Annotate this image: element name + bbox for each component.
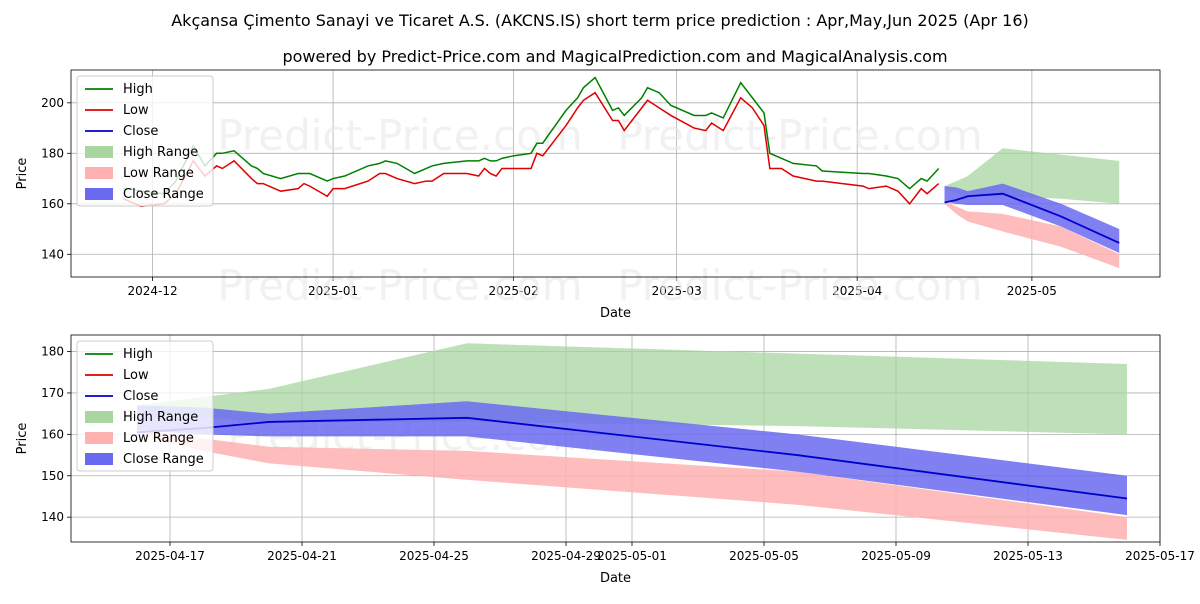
watermark: Predict-Price.com bbox=[217, 261, 582, 310]
low-range-band bbox=[137, 430, 1127, 540]
x-tick-label: 2025-05-13 bbox=[993, 549, 1063, 563]
x-tick-label: 2024-12 bbox=[127, 284, 177, 298]
y-tick-label: 180 bbox=[41, 146, 64, 160]
legend-swatch bbox=[85, 167, 113, 179]
y-axis-label: Price bbox=[15, 423, 30, 455]
low-range-band bbox=[944, 201, 1120, 269]
top-panel: 2024-12 2025-01 2025-02 2025-03 2025-04 2025-… bbox=[15, 69, 1161, 321]
x-tick-label: 2025-03 bbox=[652, 284, 702, 298]
y-tick-label: 180 bbox=[41, 345, 64, 359]
high-series-line bbox=[123, 76, 940, 195]
x-tick-label: 2025-04 bbox=[832, 284, 882, 298]
close-range-band bbox=[137, 401, 1127, 516]
legend-label: High Range bbox=[123, 410, 198, 425]
x-tick-label: 2025-05 bbox=[1007, 284, 1057, 298]
legend-swatch bbox=[85, 411, 113, 423]
watermark: Predict-Price.com bbox=[617, 261, 982, 310]
legend-label: Low bbox=[123, 368, 149, 383]
x-tick-label: 2025-05-09 bbox=[861, 549, 931, 563]
y-tick-label: 200 bbox=[41, 96, 64, 110]
x-tick-label: 2025-05-17 bbox=[1125, 549, 1195, 563]
legend-label: High bbox=[123, 347, 153, 362]
y-tick-label: 140 bbox=[41, 510, 64, 524]
x-tick-label: 2025-02 bbox=[489, 284, 539, 298]
x-tick-label: 2025-04-29 bbox=[531, 549, 601, 563]
legend: High Low Close High Range Low Range Close Ran… bbox=[76, 340, 214, 472]
x-tick-label: 2025-05-05 bbox=[729, 549, 799, 563]
x-axis-label: Date bbox=[600, 306, 631, 321]
x-tick-label: 2025-05-01 bbox=[597, 549, 667, 563]
y-tick-label: 150 bbox=[41, 469, 64, 483]
y-tick-label: 170 bbox=[41, 386, 64, 400]
x-tick-label: 2025-04-21 bbox=[267, 549, 337, 563]
y-tick-label: 160 bbox=[41, 427, 64, 441]
chart-subtitle: powered by Predict-Price.com and Magical… bbox=[282, 47, 947, 66]
y-tick-label: 160 bbox=[41, 197, 64, 211]
legend-label: Close Range bbox=[123, 187, 204, 202]
watermark: Predict-Price.com bbox=[617, 111, 982, 160]
close-series-line bbox=[944, 192, 1120, 244]
legend-swatch bbox=[85, 146, 113, 158]
y-axis-label: Price bbox=[15, 158, 30, 190]
chart-title: Akçansa Çimento Sanayi ve Ticaret A.S. (… bbox=[171, 11, 1029, 30]
plot-frame bbox=[70, 334, 1161, 543]
plot-frame bbox=[70, 69, 1161, 278]
legend-label: Close bbox=[123, 389, 158, 404]
x-axis-label: Date bbox=[600, 571, 631, 586]
x-tick-label: 2025-04-17 bbox=[135, 549, 205, 563]
legend: High Low Close High Range Low Range Close Ran… bbox=[76, 75, 214, 207]
legend-swatch bbox=[85, 453, 113, 465]
close-range-band bbox=[944, 183, 1120, 254]
bottom-panel: 2025-04-17 2025-04-21 2025-04-25 2025-04-29… bbox=[15, 334, 1195, 586]
y-tick-label: 140 bbox=[41, 247, 64, 261]
legend-label: Low Range bbox=[123, 431, 194, 446]
x-tick-label: 2025-01 bbox=[308, 284, 358, 298]
legend-label: Low bbox=[123, 103, 149, 118]
legend-label: Close bbox=[123, 124, 158, 139]
legend-label: High Range bbox=[123, 145, 198, 160]
legend-label: Close Range bbox=[123, 452, 204, 467]
watermark: Predict-Price.com bbox=[217, 111, 582, 160]
legend-label: High bbox=[123, 82, 153, 97]
legend-label: Low Range bbox=[123, 166, 194, 181]
legend-swatch bbox=[85, 432, 113, 444]
low-series-line bbox=[123, 91, 940, 208]
x-tick-label: 2025-04-25 bbox=[399, 549, 469, 563]
legend-swatch bbox=[85, 188, 113, 200]
